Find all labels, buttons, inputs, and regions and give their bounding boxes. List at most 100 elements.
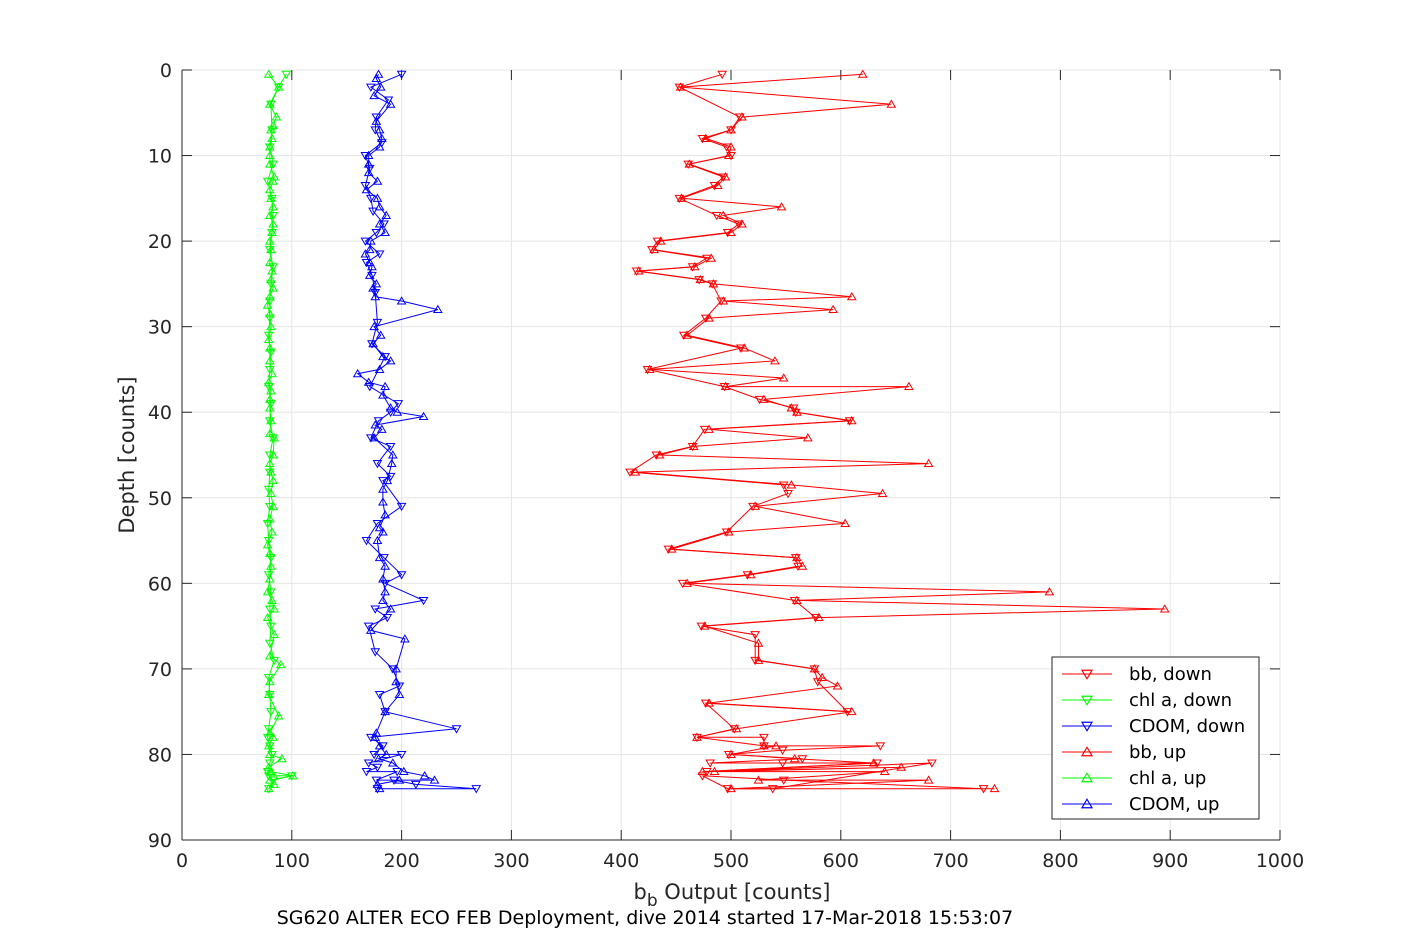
- data-point: [792, 407, 802, 416]
- y-tick-label: 90: [148, 830, 172, 852]
- data-point: [904, 381, 914, 391]
- data-point: [776, 202, 787, 211]
- data-point: [868, 758, 879, 767]
- data-point: [365, 194, 376, 204]
- data-point: [846, 415, 857, 425]
- data-point: [380, 510, 391, 519]
- data-point: [370, 648, 381, 657]
- data-point: [363, 167, 374, 177]
- data-point: [378, 390, 388, 399]
- data-point: [989, 783, 1000, 793]
- data-point: [708, 279, 719, 288]
- data-point: [655, 236, 666, 245]
- data-point: [375, 330, 386, 339]
- axes: [181, 69, 1281, 841]
- data-point: [381, 749, 392, 758]
- data-point: [372, 460, 383, 469]
- data-point: [726, 125, 736, 134]
- data-point: [813, 612, 824, 622]
- data-point: [689, 261, 700, 271]
- legend-item: chl a, up: [1062, 768, 1206, 789]
- data-point: [718, 296, 729, 305]
- data-point: [723, 750, 734, 760]
- legend-label: chl a, up: [1129, 768, 1206, 789]
- x-axis-label-subscript: b: [647, 891, 658, 911]
- data-point: [363, 150, 374, 160]
- x-tick-label: 100: [274, 850, 310, 872]
- data-point: [432, 304, 443, 314]
- x-tick-label: 900: [1152, 850, 1188, 872]
- data-point: [266, 244, 276, 254]
- data-point: [771, 741, 781, 750]
- data-point: [374, 783, 385, 793]
- data-point: [380, 587, 391, 596]
- data-point: [418, 596, 429, 606]
- data-point: [365, 625, 376, 634]
- data-point: [281, 70, 292, 80]
- data-point: [263, 334, 274, 343]
- data-point: [363, 377, 374, 386]
- data-point: [783, 490, 793, 499]
- data-point: [264, 246, 275, 255]
- data-point: [371, 279, 382, 288]
- data-point: [896, 762, 907, 771]
- data-point: [262, 768, 273, 777]
- data-point: [392, 768, 403, 777]
- data-point: [269, 604, 280, 613]
- data-point: [652, 237, 663, 246]
- data-point: [736, 344, 746, 353]
- data-point: [378, 595, 388, 604]
- data-point: [720, 381, 731, 391]
- data-point: [264, 468, 275, 477]
- data-point: [264, 291, 275, 301]
- data-point: [262, 587, 273, 596]
- data-point: [731, 723, 742, 733]
- data-point: [380, 706, 391, 716]
- data-point: [682, 330, 692, 339]
- data-point: [373, 69, 384, 78]
- data-point: [631, 267, 642, 276]
- series-line: [267, 73, 293, 790]
- series-line: [364, 73, 477, 790]
- data-point: [797, 561, 808, 570]
- data-point: [372, 176, 383, 185]
- data-point: [372, 193, 383, 202]
- data-point: [675, 82, 686, 91]
- data-point: [264, 639, 275, 649]
- data-point: [364, 270, 375, 279]
- data-point: [777, 746, 788, 755]
- data-point: [371, 116, 382, 125]
- data-point: [385, 604, 396, 613]
- data-point: [263, 673, 274, 683]
- legend-box: [1051, 656, 1260, 820]
- data-point: [266, 708, 276, 717]
- series-line: [635, 73, 1165, 790]
- data-point: [374, 691, 385, 700]
- y-tick-label: 60: [148, 573, 172, 595]
- data-point: [722, 785, 733, 794]
- x-tick-label: 600: [823, 850, 859, 872]
- series-chl-a-up: [262, 69, 298, 793]
- data-point: [709, 766, 720, 776]
- data-point: [380, 561, 391, 570]
- data-point: [277, 753, 287, 763]
- data-point: [387, 450, 398, 459]
- data-point: [792, 595, 802, 604]
- data-point: [699, 621, 710, 630]
- legend-label: CDOM, down: [1129, 716, 1245, 737]
- data-point: [264, 651, 275, 660]
- y-tick-label: 70: [148, 659, 172, 681]
- data-point: [266, 588, 276, 597]
- data-point: [696, 622, 707, 631]
- data-point: [923, 458, 934, 468]
- data-point: [360, 249, 371, 258]
- data-point: [737, 219, 747, 228]
- legend-item: CDOM, up: [1062, 794, 1219, 815]
- data-point: [374, 250, 385, 259]
- data-point: [704, 698, 714, 707]
- data-point: [262, 300, 273, 309]
- data-point: [385, 356, 396, 365]
- data-point: [812, 678, 823, 687]
- data-point: [385, 403, 396, 412]
- data-point: [268, 120, 279, 130]
